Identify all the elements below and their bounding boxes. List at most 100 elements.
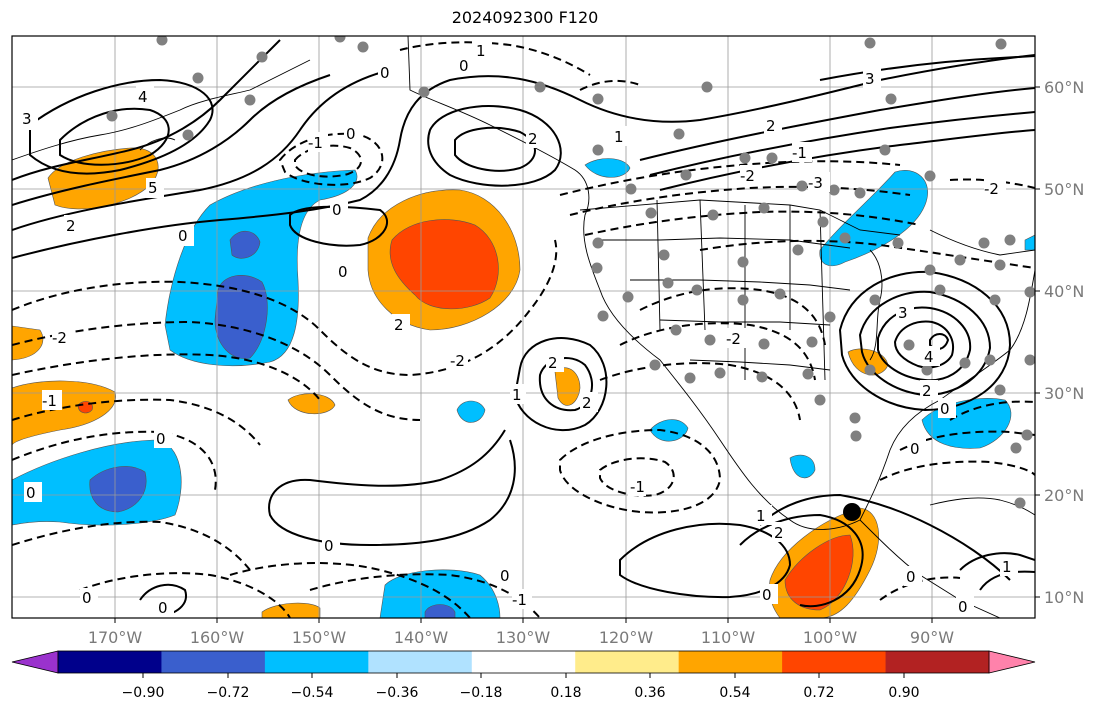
longitude-labels: 170°W 160°W 150°W 140°W 130°W 120°W 110°… — [88, 628, 954, 647]
contour-label: 2 — [766, 117, 776, 135]
lon-label: 140°W — [394, 628, 449, 647]
colorbar-cell — [471, 651, 576, 673]
colorbar-tick-label: −0.36 — [376, 685, 419, 701]
contour-label: -2 — [984, 180, 999, 198]
negative-anomaly-edge — [1024, 234, 1035, 251]
contour-label: -1 — [308, 134, 323, 152]
latitude-labels: 60°N 50°N 40°N 30°N 20°N 10°N — [1044, 78, 1084, 607]
axis-ticks — [114, 86, 1040, 623]
lon-label: 170°W — [88, 628, 143, 647]
lat-label: 50°N — [1044, 180, 1084, 199]
negative-anomaly-bottom-core — [424, 604, 456, 618]
negative-anomaly-small1 — [456, 400, 486, 423]
contour-label: 3 — [22, 110, 32, 128]
contour-label: 0 — [26, 484, 36, 502]
contour-label: -1 — [512, 591, 527, 609]
map-title: 2024092300 F120 — [451, 8, 599, 27]
contour-label: 2 — [774, 524, 784, 542]
colorbar-tick-label: 0.18 — [550, 685, 581, 701]
contour-labels: 1 0 0 3 4 5 2 0 0 0 -1 0 -2 -1 — [20, 38, 1018, 618]
contour-label: 2 — [66, 217, 76, 235]
colorbar-tick-label: 0.72 — [803, 685, 834, 701]
map-panel: 1 0 0 3 4 5 2 0 0 0 -1 0 -2 -1 — [12, 36, 1035, 618]
contour-label: 0 — [906, 568, 916, 586]
colorbar-tick-label: 0.54 — [719, 685, 750, 701]
lat-label: 10°N — [1044, 588, 1084, 607]
colorbar-extend-low — [11, 650, 59, 674]
positive-anomaly-northeast-pacific-core — [389, 219, 499, 310]
lon-label: 120°W — [599, 628, 654, 647]
contour-label: -2 — [726, 330, 741, 348]
colorbar-cell — [782, 651, 887, 673]
positive-anomaly-bottom — [261, 602, 321, 618]
colorbar-tick-label: −0.18 — [460, 685, 503, 701]
negative-anomaly-small3 — [584, 158, 631, 178]
contour-label: 0 — [324, 537, 334, 555]
contour-label: -1 — [792, 144, 807, 162]
lon-label: 90°W — [910, 628, 954, 647]
contour-label: 5 — [148, 179, 158, 197]
negative-anomaly-gulf-alaska-core2 — [229, 230, 261, 259]
lat-label: 30°N — [1044, 384, 1084, 403]
contour-label: 0 — [178, 227, 188, 245]
positive-anomaly-mexico-core — [784, 534, 854, 611]
lon-label: 150°W — [292, 628, 347, 647]
colorbar-cell — [161, 651, 266, 673]
station-markers — [106, 36, 1035, 509]
positive-anomaly-baja — [554, 367, 581, 406]
contour-label: 0 — [346, 125, 356, 143]
contour-label: -2 — [52, 329, 67, 347]
colorbar-cell — [368, 651, 473, 673]
contour-label: 4 — [138, 88, 148, 106]
colorbar-frame — [57, 650, 990, 674]
lon-label: 110°W — [701, 628, 756, 647]
storm-center-marker — [843, 503, 861, 521]
colorbar-tick-label: −0.72 — [207, 685, 250, 701]
contour-label: 2 — [548, 354, 558, 372]
contour-label: 0 — [156, 430, 166, 448]
lat-label: 40°N — [1044, 282, 1084, 301]
colorbar-ticks — [142, 673, 905, 678]
colorbar-cell — [885, 651, 990, 673]
contour-label: -1 — [630, 478, 645, 496]
contour-label: 2 — [394, 316, 404, 334]
positive-anomaly-small — [287, 393, 336, 415]
contour-label: 2 — [582, 394, 592, 412]
contour-label: 1 — [1002, 558, 1012, 576]
contour-label: 3 — [865, 70, 875, 88]
colorbar-tick-label: −0.90 — [122, 685, 165, 701]
contour-label: 0 — [940, 400, 950, 418]
negative-anomaly-gulf-alaska-core — [214, 275, 268, 359]
negative-anomaly-gulf-alaska — [164, 169, 358, 367]
colorbar-cell — [264, 651, 369, 673]
lon-label: 100°W — [803, 628, 858, 647]
contour-label: 0 — [958, 598, 968, 616]
contour-label: -2 — [450, 352, 465, 370]
colorbar-tick-label: 0.36 — [634, 685, 665, 701]
negative-anomaly-small2 — [649, 419, 689, 442]
shaded-fields — [12, 147, 1035, 618]
contour-label: -3 — [808, 174, 823, 192]
lat-label: 60°N — [1044, 78, 1084, 97]
contour-label: 0 — [459, 57, 469, 75]
contour-label: -1 — [42, 392, 57, 410]
lon-label: 130°W — [496, 628, 551, 647]
colorbar-cell — [575, 651, 680, 673]
colorbar-labels: −0.90 −0.72 −0.54 −0.36 −0.18 0.18 0.36 … — [122, 685, 920, 701]
colorbar-cell — [678, 651, 783, 673]
contour-label: 0 — [82, 589, 92, 607]
colorbar-tick-label: 0.90 — [888, 685, 919, 701]
contour-label: 4 — [924, 348, 934, 366]
positive-anomaly-central-pacific — [12, 380, 116, 446]
contour-label: 1 — [756, 507, 766, 525]
negative-anomaly-southwest-core — [89, 466, 147, 513]
lon-label: 160°W — [190, 628, 245, 647]
lat-label: 20°N — [1044, 486, 1084, 505]
contour-label: -2 — [740, 167, 755, 185]
contour-label: 2 — [528, 130, 538, 148]
contour-label: 1 — [476, 42, 486, 60]
contours-positive — [12, 39, 1035, 616]
colorbar-cell — [58, 651, 162, 673]
contours-negative — [12, 41, 1035, 618]
